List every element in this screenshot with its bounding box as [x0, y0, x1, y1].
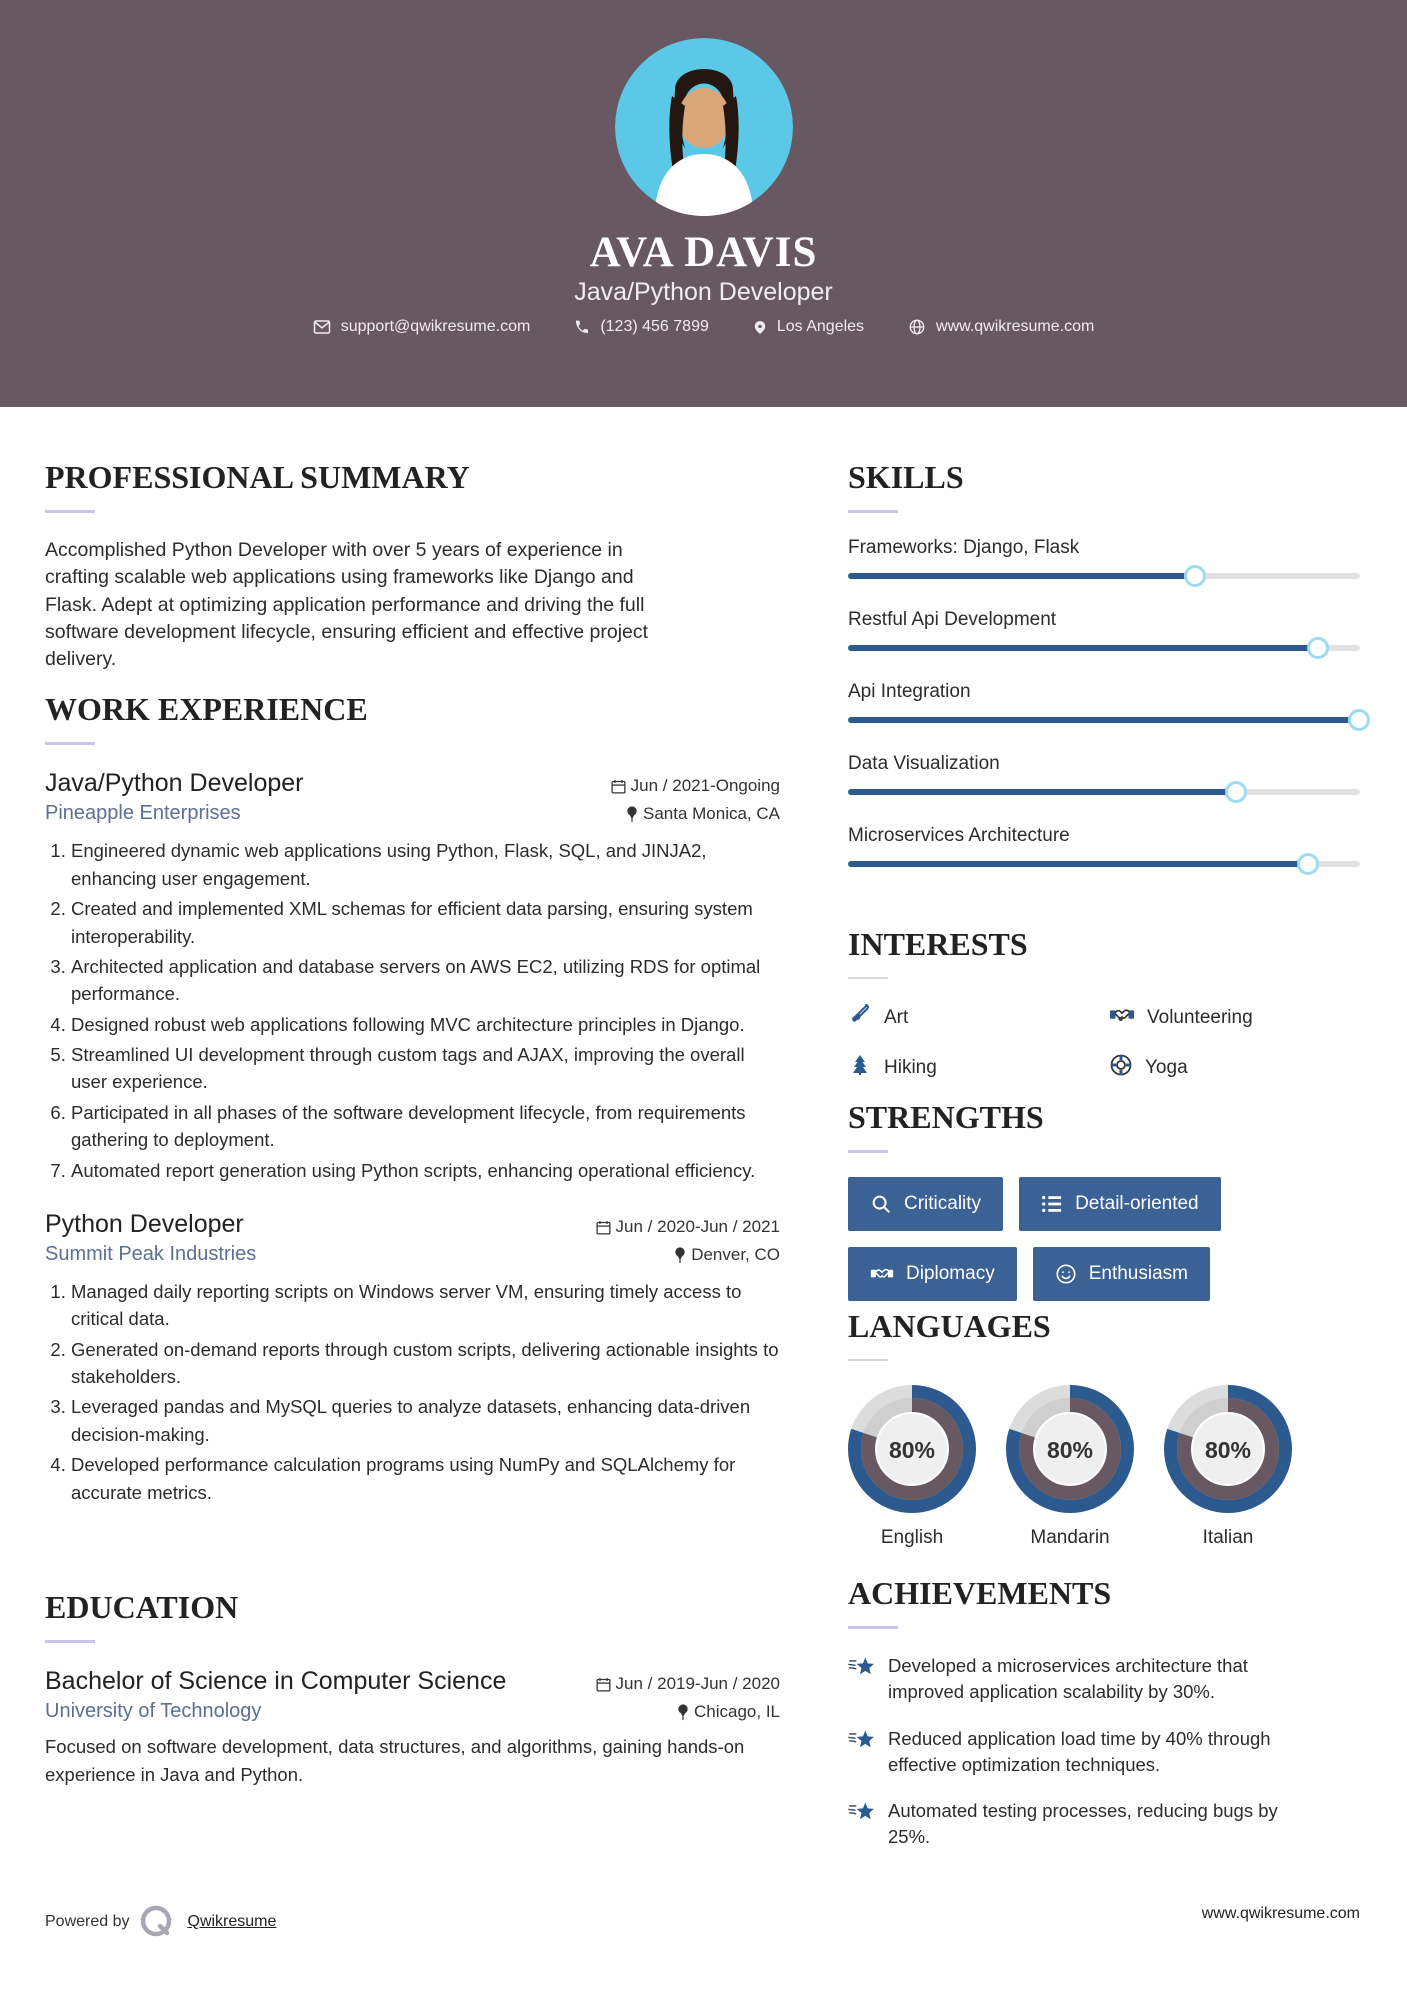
svg-text:80%: 80%	[1047, 1437, 1093, 1463]
svg-text:80%: 80%	[889, 1437, 935, 1463]
svg-text:80%: 80%	[1205, 1437, 1251, 1463]
